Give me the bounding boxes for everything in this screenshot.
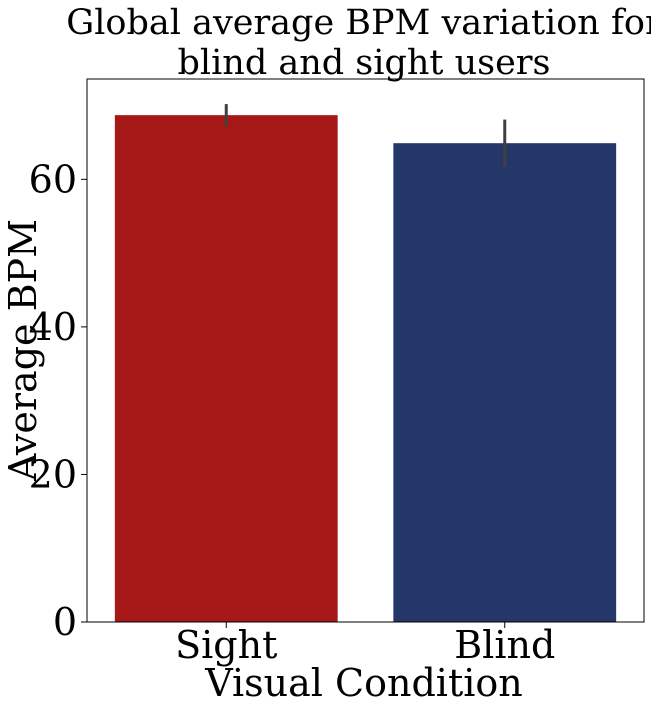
chart-title-line-2: blind and sight users — [177, 43, 550, 83]
y-tick-label-40: 40 — [29, 305, 77, 349]
x-tick-label-sight: Sight — [175, 623, 277, 667]
bar-sight — [114, 115, 338, 622]
x-axis-label: Visual Condition — [204, 661, 522, 705]
plot-area: Sight Blind 0 20 40 60 — [29, 104, 617, 667]
y-tick-label-0: 0 — [53, 600, 77, 644]
y-tick-label-20: 20 — [29, 452, 77, 496]
bar-blind — [393, 143, 617, 622]
chart-title-line-1: Global average BPM variation for — [66, 3, 651, 43]
y-axis-label: Average BPM — [1, 219, 45, 482]
y-tick-label-60: 60 — [29, 157, 77, 201]
plot-frame — [86, 78, 645, 623]
x-tick-label-blind: Blind — [454, 623, 555, 667]
